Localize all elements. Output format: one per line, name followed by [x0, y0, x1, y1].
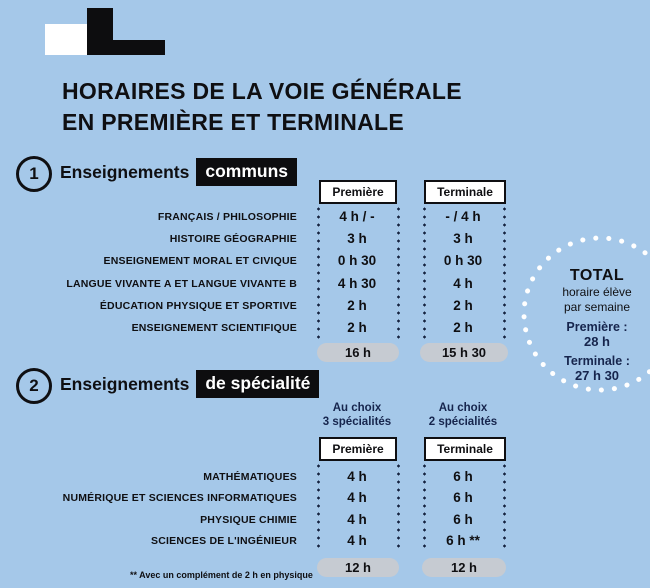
row-value-premiere: 0 h 30: [337, 253, 377, 268]
page-title: HORAIRES DE LA VOIE GÉNÉRALE EN PREMIÈRE…: [62, 76, 462, 138]
section-1-number-badge: 1: [16, 156, 52, 192]
total-summary: TOTAL horaire élève par semaine Première…: [543, 267, 650, 383]
table-row: LANGUE VIVANTE A ET LANGUE VIVANTE B 4 h…: [0, 273, 650, 295]
dotted-separator: [317, 462, 320, 552]
row-label: ENSEIGNEMENT SCIENTIFIQUE: [131, 322, 297, 334]
total-pill-terminale: 15 h 30: [420, 343, 508, 362]
total-premiere-value: 28 h: [583, 334, 610, 349]
row-value-premiere: 4 h: [347, 469, 367, 484]
choice-header-line2: 2 spécialités: [428, 416, 498, 428]
total-pill-premiere: 12 h: [317, 558, 399, 577]
section-1-number: 1: [29, 164, 39, 183]
section-1-column-terminale: Terminale: [424, 180, 506, 204]
section-2-column-premiere: Première: [319, 437, 397, 461]
row-value-terminale: 2 h: [453, 320, 473, 335]
row-value-premiere: 2 h: [347, 320, 367, 335]
dotted-separator: [317, 205, 320, 339]
total-terminale-value: 27 h 30: [574, 368, 620, 383]
row-value-premiere: 4 h 30: [337, 276, 377, 291]
row-value-terminale: 3 h: [453, 231, 473, 246]
section-1-column-premiere: Première: [319, 180, 397, 204]
table-row: FRANÇAIS / PHILOSOPHIE 4 h / - - / 4 h: [0, 206, 650, 228]
total-premiere-label: Première :: [566, 320, 628, 334]
row-label: ENSEIGNEMENT MORAL ET CIVIQUE: [103, 255, 297, 267]
logo-mark-horizontal-bar: [87, 40, 165, 55]
total-title: TOTAL: [569, 267, 625, 284]
section-2-column-terminale: Terminale: [424, 437, 506, 461]
choice-header-terminale: Au choix 2 spécialités: [418, 401, 508, 429]
section-2-title-highlight: de spécialité: [196, 370, 320, 398]
section-2-number-badge: 2: [16, 368, 52, 404]
page-title-line1: HORAIRES DE LA VOIE GÉNÉRALE: [62, 78, 462, 104]
total-subtitle-line2: par semaine: [563, 300, 631, 314]
row-label: SCIENCES DE L'INGÉNIEUR: [151, 535, 297, 547]
section-1-title-plain: Enseignements: [60, 161, 190, 182]
row-value-premiere: 4 h: [347, 512, 367, 527]
row-label: FRANÇAIS / PHILOSOPHIE: [157, 211, 297, 223]
row-value-premiere: 4 h: [347, 490, 367, 505]
table-row: NUMÉRIQUE ET SCIENCES INFORMATIQUES 4 h …: [0, 487, 650, 509]
dotted-separator: [397, 205, 400, 339]
section-1-title-highlight: communs: [196, 158, 298, 186]
dotted-separator: [397, 462, 400, 552]
total-dotted-circle: [521, 235, 650, 393]
section-2-title-plain: Enseignements: [60, 373, 190, 394]
row-value-terminale: 6 h: [453, 469, 473, 484]
row-value-terminale: 0 h 30: [443, 253, 483, 268]
section-2-number: 2: [29, 376, 39, 395]
row-label: PHYSIQUE CHIMIE: [200, 514, 297, 526]
choice-header-line2: 3 spécialités: [322, 416, 392, 428]
row-value-premiere: 4 h / -: [339, 209, 375, 224]
table-row: ENSEIGNEMENT MORAL ET CIVIQUE 0 h 30 0 h…: [0, 250, 650, 272]
row-label: NUMÉRIQUE ET SCIENCES INFORMATIQUES: [62, 492, 297, 504]
choice-header-line1: Au choix: [438, 402, 488, 414]
row-label: LANGUE VIVANTE A ET LANGUE VIVANTE B: [66, 278, 297, 290]
row-value-terminale: 6 h **: [446, 533, 480, 548]
choice-header-premiere: Au choix 3 spécialités: [312, 401, 402, 429]
total-terminale-label: Terminale :: [564, 354, 630, 368]
row-label: HISTOIRE GÉOGRAPHIE: [169, 233, 297, 245]
page-title-line2: EN PREMIÈRE ET TERMINALE: [62, 109, 405, 135]
row-value-terminale: 6 h: [453, 490, 473, 505]
dotted-separator: [423, 462, 426, 552]
row-label: MATHÉMATIQUES: [203, 471, 297, 483]
row-value-terminale: - / 4 h: [445, 209, 481, 224]
dotted-separator: [503, 462, 506, 552]
section-2-title: Enseignements de spécialité: [60, 370, 320, 398]
total-pill-terminale: 12 h: [422, 558, 506, 577]
row-value-premiere: 4 h: [347, 533, 367, 548]
dotted-separator: [423, 205, 426, 339]
table-row: PHYSIQUE CHIMIE 4 h 6 h: [0, 509, 650, 531]
row-value-premiere: 2 h: [347, 298, 367, 313]
choice-header-line1: Au choix: [332, 402, 382, 414]
row-value-premiere: 3 h: [347, 231, 367, 246]
dotted-separator: [503, 205, 506, 339]
table-row: ÉDUCATION PHYSIQUE ET SPORTIVE 2 h 2 h: [0, 295, 650, 317]
table-row: MATHÉMATIQUES 4 h 6 h: [0, 466, 650, 488]
table-row: ENSEIGNEMENT SCIENTIFIQUE 2 h 2 h: [0, 317, 650, 339]
footnote: ** Avec un complément de 2 h en physique: [130, 570, 313, 580]
table-row: HISTOIRE GÉOGRAPHIE 3 h 3 h: [0, 228, 650, 250]
total-pill-premiere: 16 h: [317, 343, 399, 362]
row-label: ÉDUCATION PHYSIQUE ET SPORTIVE: [99, 300, 297, 312]
row-value-terminale: 2 h: [453, 298, 473, 313]
row-value-terminale: 6 h: [453, 512, 473, 527]
table-row: SCIENCES DE L'INGÉNIEUR 4 h 6 h **: [0, 530, 650, 552]
section-1-title: Enseignements communs: [60, 158, 298, 186]
row-value-terminale: 4 h: [453, 276, 473, 291]
total-subtitle-line1: horaire élève: [562, 285, 632, 299]
logo-mark-white-block: [45, 24, 87, 55]
